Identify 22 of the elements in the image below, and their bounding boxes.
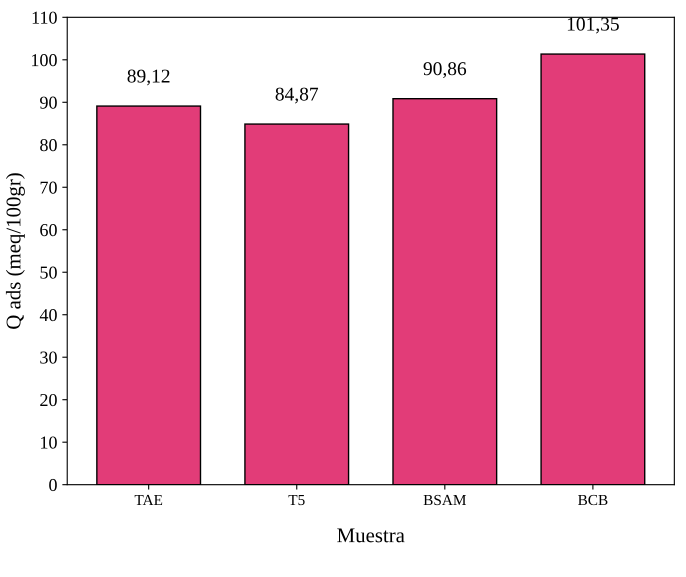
x-tick-label: T5 xyxy=(288,495,305,506)
y-tick-label: 80 xyxy=(40,139,57,152)
data-label: 89,12 xyxy=(128,70,170,86)
x-tick-label: BCB xyxy=(578,494,608,506)
y-tick-label: 10 xyxy=(41,436,57,449)
x-axis-title: Muestra xyxy=(337,528,405,542)
data-label: 101,35 xyxy=(568,18,619,34)
data-label: 90,86 xyxy=(424,62,466,78)
y-axis-title: Q ads (meq/100gr) xyxy=(6,173,25,329)
y-tick-label: 20 xyxy=(40,394,57,406)
y-tick-label: 50 xyxy=(40,266,57,279)
y-tick-label: 70 xyxy=(40,182,57,194)
y-tick-label: 90 xyxy=(40,96,57,109)
y-tick-label: 110 xyxy=(32,12,57,24)
x-tick-label: BSAM xyxy=(424,494,466,506)
y-tick-label: 0 xyxy=(49,478,57,492)
y-tick-label: 30 xyxy=(40,351,57,364)
y-tick-label: 60 xyxy=(40,224,57,236)
y-tick-label: 40 xyxy=(40,308,57,322)
data-label: 84,87 xyxy=(276,88,318,104)
y-tick-label: 100 xyxy=(32,54,57,66)
x-tick-label: TAE xyxy=(134,494,162,506)
